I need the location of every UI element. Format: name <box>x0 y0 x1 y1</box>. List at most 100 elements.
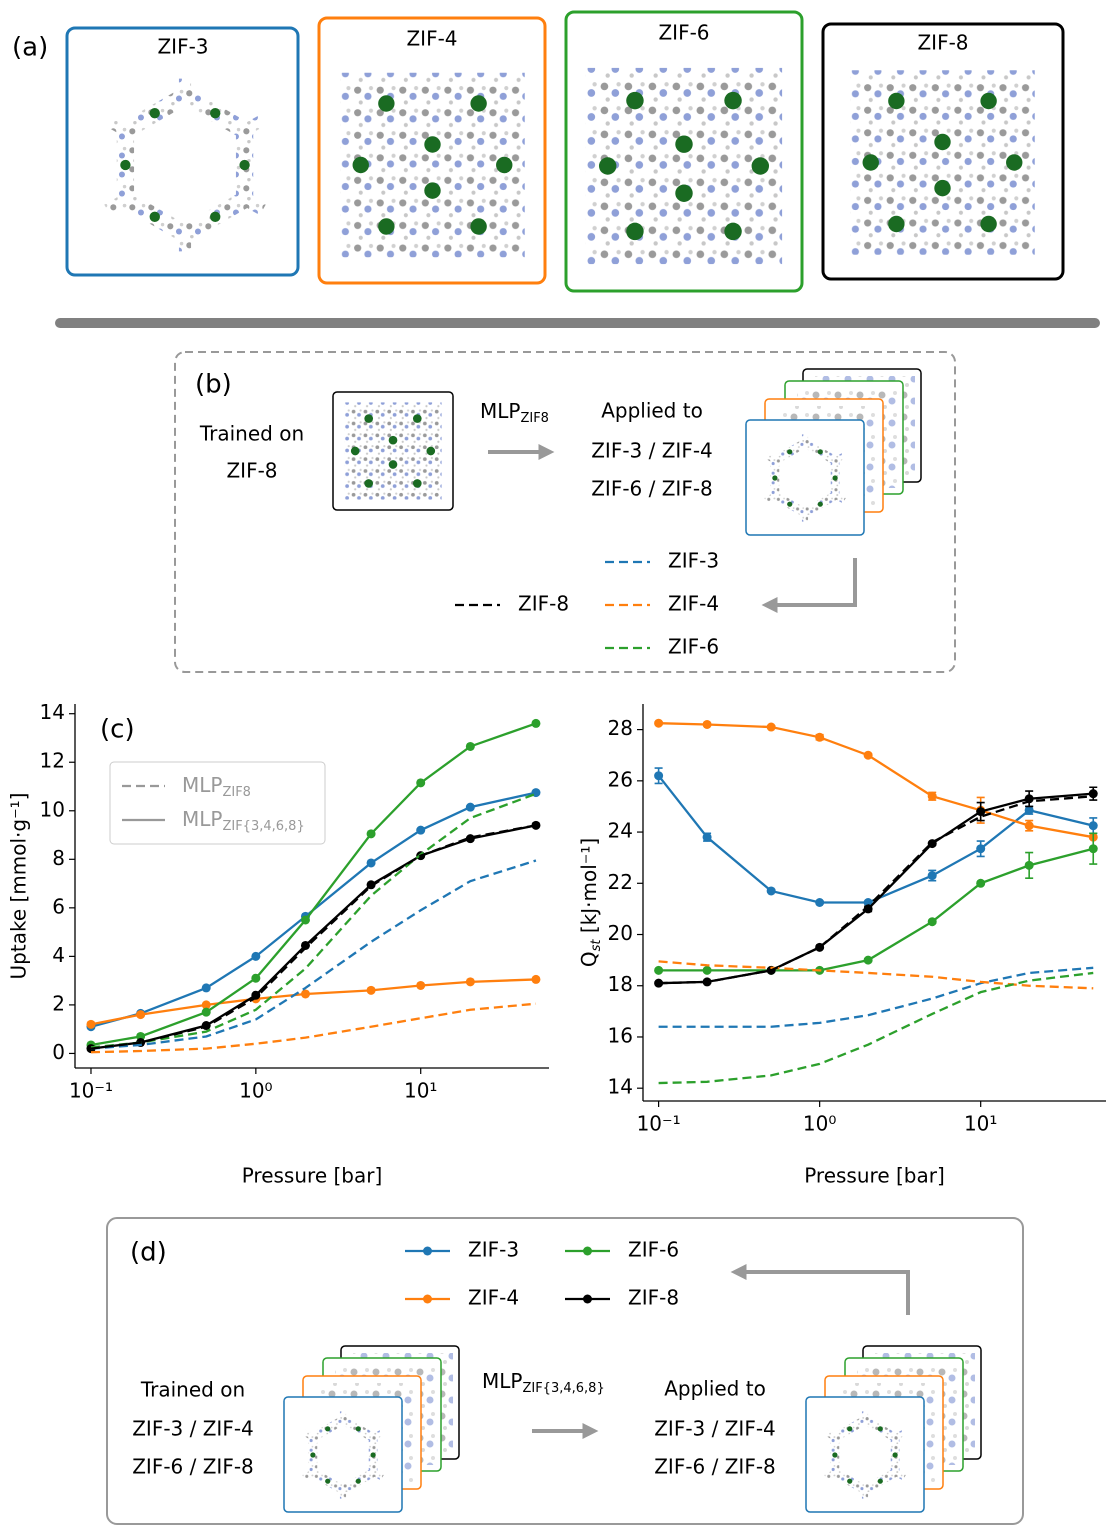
y-axis-label-main: Q <box>577 951 601 967</box>
legend-label-subscript: ZIF8 <box>222 785 251 800</box>
x-axis-label: Pressure [bar] <box>804 1164 945 1188</box>
y-tick-label: 8 <box>52 846 65 870</box>
y-tick-label: 6 <box>52 894 65 918</box>
series-line <box>91 825 536 1048</box>
series-line <box>659 961 1094 988</box>
model-subscript: ZIF{3,4,6,8} <box>522 1381 604 1396</box>
structure-label: ZIF-4 <box>406 27 457 51</box>
data-point <box>202 983 211 992</box>
structure-image <box>340 73 525 258</box>
x-axis-label: Pressure [bar] <box>242 1164 383 1188</box>
data-point <box>367 986 376 995</box>
data-point <box>466 977 475 986</box>
data-point <box>136 1010 145 1019</box>
data-point <box>1025 861 1034 870</box>
panel-label: (c) <box>100 715 135 745</box>
y-axis-label: Qst [kJ·mol⁻¹] <box>577 838 604 967</box>
data-point <box>1089 844 1098 853</box>
structure-image <box>344 402 441 499</box>
panel-label: (a) <box>12 33 48 63</box>
y-tick-label: 16 <box>608 1023 633 1047</box>
applied-text: ZIF-6 / ZIF-8 <box>654 1455 776 1479</box>
structure-image <box>850 70 1035 255</box>
data-point <box>976 844 985 853</box>
data-point <box>767 886 776 895</box>
y-axis-label-unit: [kJ·mol⁻¹] <box>577 838 601 940</box>
legend-label: ZIF-3 <box>668 549 719 573</box>
y-axis-label-subscript: st <box>589 939 604 952</box>
data-point <box>367 858 376 867</box>
data-point <box>703 833 712 842</box>
data-point <box>703 720 712 729</box>
data-point <box>531 719 540 728</box>
x-tick-label: 10⁰ <box>239 1079 272 1103</box>
data-point <box>864 956 873 965</box>
y-axis-label: Uptake [mmol·g⁻¹] <box>7 793 31 980</box>
legend-marker <box>423 1295 432 1304</box>
data-point <box>301 915 310 924</box>
panel-label: (b) <box>195 370 232 400</box>
y-tick-label: 28 <box>608 716 633 740</box>
data-point <box>466 742 475 751</box>
y-tick-label: 14 <box>40 700 65 724</box>
data-point <box>416 981 425 990</box>
data-point <box>251 974 260 983</box>
arrow <box>737 1272 908 1315</box>
data-point <box>416 826 425 835</box>
applied-text: ZIF-6 / ZIF-8 <box>591 477 713 501</box>
y-tick-label: 24 <box>608 819 633 843</box>
series-line <box>659 968 1094 1027</box>
data-point <box>976 879 985 888</box>
data-point <box>654 719 663 728</box>
data-point <box>815 898 824 907</box>
y-tick-label: 18 <box>608 972 633 996</box>
data-point <box>466 803 475 812</box>
data-point <box>1089 821 1098 830</box>
x-tick-label: 10¹ <box>404 1079 437 1103</box>
y-tick-label: 20 <box>608 921 633 945</box>
y-tick-label: 2 <box>52 991 65 1015</box>
model-name: MLP <box>480 399 520 423</box>
structure-stack <box>806 1346 981 1512</box>
legend-label-main: MLP <box>182 773 222 797</box>
applied-text: ZIF-3 / ZIF-4 <box>654 1417 776 1441</box>
trained-text: Trained on <box>140 1378 245 1402</box>
applied-text: Applied to <box>601 399 703 423</box>
legend-marker <box>583 1247 592 1256</box>
structure-label: ZIF-6 <box>658 21 709 45</box>
trained-text: ZIF-3 / ZIF-4 <box>132 1417 254 1441</box>
page: (a) ZIF-3 ZIF-4 ZIF-6 ZIF-8 (b) Trained … <box>0 0 1113 1527</box>
x-tick-label: 10⁻¹ <box>69 1079 113 1103</box>
structure-image <box>586 68 782 264</box>
data-point <box>654 966 663 975</box>
legend-label: ZIF-8 <box>628 1286 679 1310</box>
data-point <box>928 871 937 880</box>
data-point <box>416 778 425 787</box>
y-tick-label: 0 <box>52 1040 65 1064</box>
data-point <box>767 723 776 732</box>
model-subscript: ZIF8 <box>520 411 549 426</box>
x-tick-label: 10⁰ <box>803 1112 836 1136</box>
applied-text: Applied to <box>664 1377 766 1401</box>
panel-label: (d) <box>130 1238 167 1268</box>
y-tick-label: 12 <box>40 749 65 773</box>
y-tick-label: 26 <box>608 767 633 791</box>
arrow <box>768 558 855 605</box>
data-point <box>703 966 712 975</box>
data-point <box>466 834 475 843</box>
legend-label: ZIF-6 <box>668 635 719 659</box>
data-point <box>928 917 937 926</box>
legend-label-subscript: ZIF{3,4,6,8} <box>222 819 304 834</box>
x-tick-label: 10⁻¹ <box>637 1112 681 1136</box>
data-point <box>301 989 310 998</box>
figure: (a) ZIF-3 ZIF-4 ZIF-6 ZIF-8 (b) Trained … <box>0 0 1113 1527</box>
series-line <box>91 861 536 1049</box>
legend-label: ZIF-3 <box>468 1238 519 1262</box>
legend-marker <box>423 1247 432 1256</box>
trained-text: ZIF-6 / ZIF-8 <box>132 1455 254 1479</box>
structure-label: ZIF-3 <box>157 35 208 59</box>
legend-marker <box>583 1295 592 1304</box>
structure-stack <box>284 1346 459 1512</box>
model-label: MLPZIF{3,4,6,8} <box>482 1369 605 1396</box>
data-point <box>1025 821 1034 830</box>
